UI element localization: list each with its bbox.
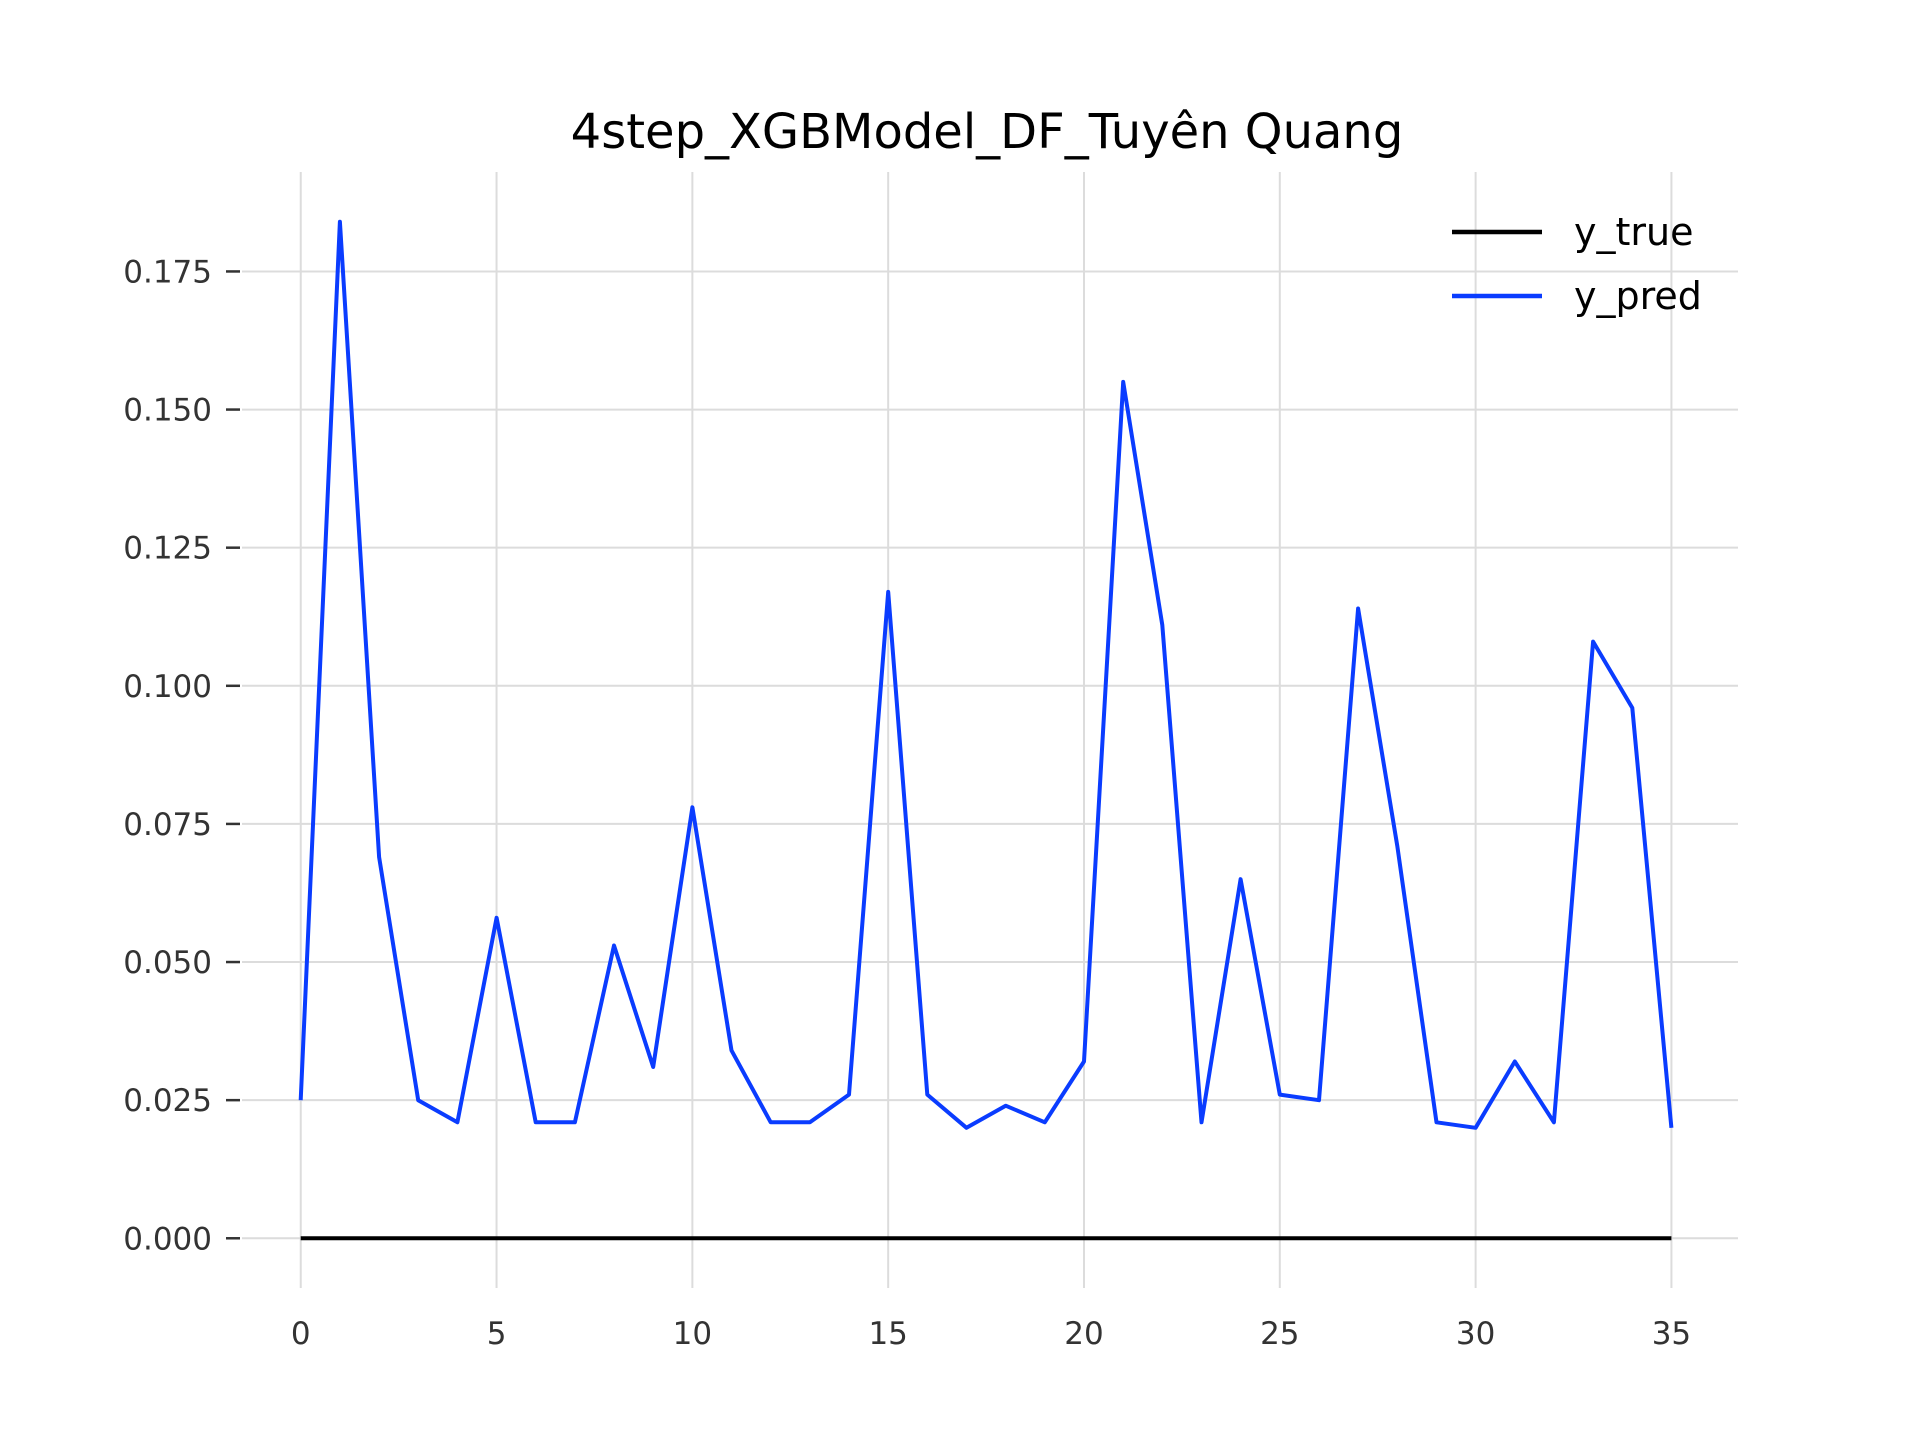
y-tick-label: 0.050	[123, 945, 212, 981]
x-tick-label: 5	[487, 1316, 507, 1352]
axis-ticks: 0 5 10 15 20 25 30 35 0.000 0.025 0.050 0.075 0.100 0…	[123, 254, 1691, 1352]
y-tick-label: 0.075	[123, 807, 212, 843]
chart-title: 4step_XGBModel_DF_Tuyên Quang	[571, 104, 1404, 160]
gridlines	[242, 172, 1738, 1288]
legend: y_true y_pred	[1452, 210, 1702, 318]
legend-label-y-pred: y_pred	[1574, 274, 1702, 318]
x-tick-label: 25	[1260, 1316, 1299, 1352]
y-tick-label: 0.150	[123, 393, 212, 429]
x-tick-label: 20	[1064, 1316, 1103, 1352]
x-tick-label: 15	[868, 1316, 907, 1352]
x-tick-label: 35	[1652, 1316, 1691, 1352]
y-tick-label: 0.000	[123, 1221, 212, 1257]
x-tick-label: 30	[1456, 1316, 1495, 1352]
y-tick-label: 0.025	[123, 1083, 212, 1119]
y-tick-label: 0.100	[123, 669, 212, 705]
legend-label-y-true: y_true	[1574, 210, 1693, 254]
series-lines	[298, 219, 1674, 1241]
y-tick-label: 0.125	[123, 531, 212, 567]
x-tick-label: 0	[291, 1316, 311, 1352]
y-tick-label: 0.175	[123, 254, 212, 290]
series-line-y-pred	[298, 219, 1674, 1130]
x-tick-label: 10	[673, 1316, 712, 1352]
